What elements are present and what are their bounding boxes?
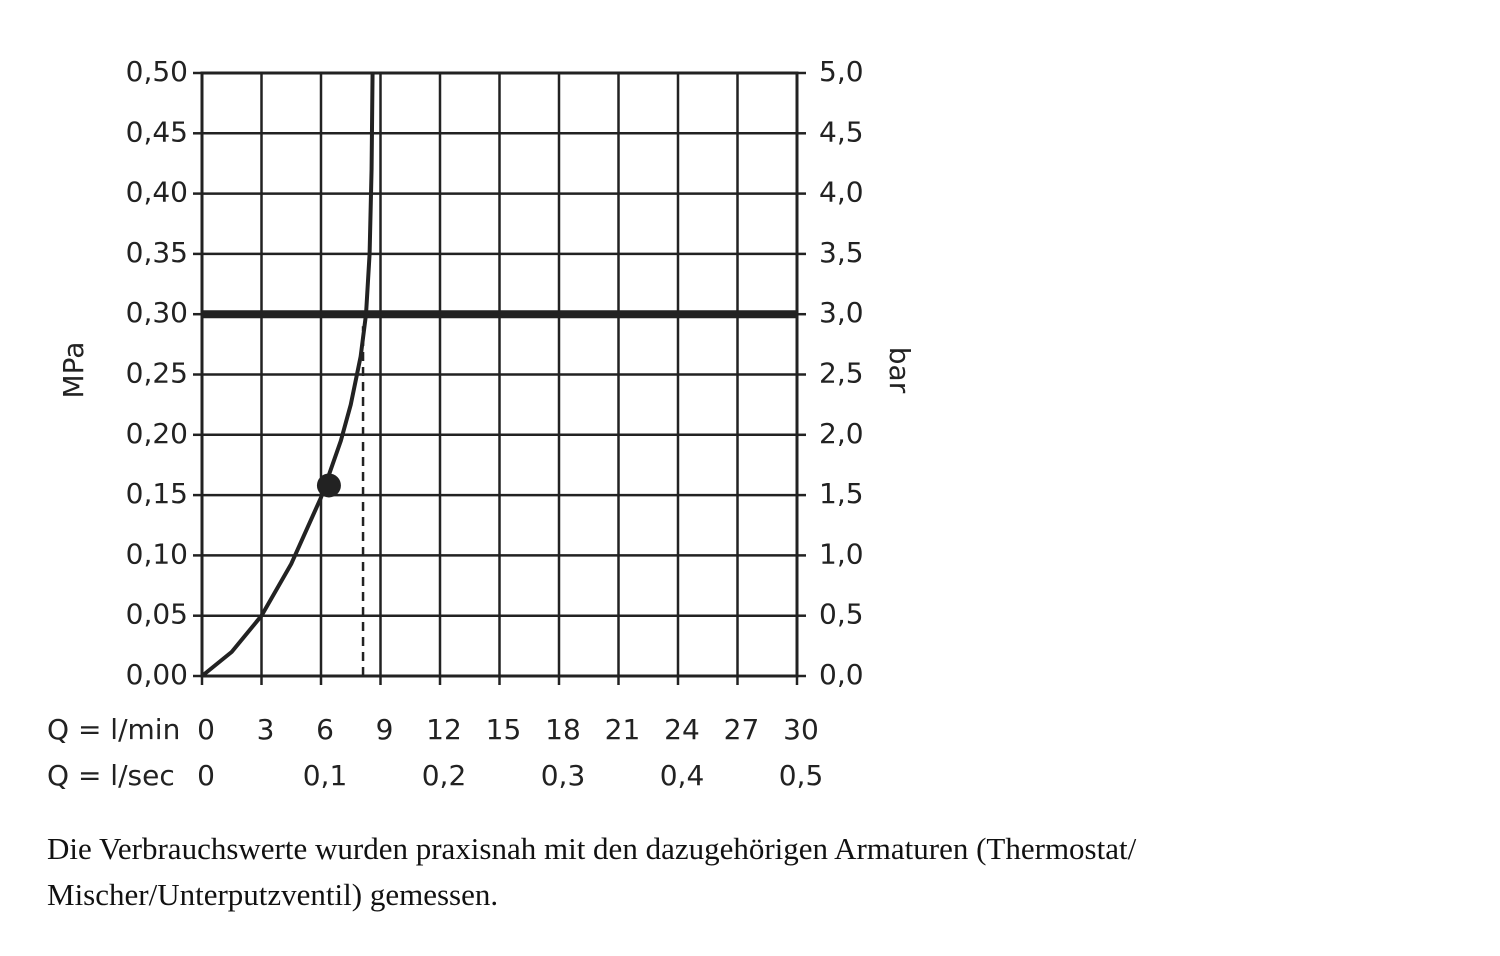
y-tick-label: 0,00 <box>126 658 188 691</box>
y-tick-label: 0,40 <box>126 176 188 209</box>
y2-tick-label: 3,0 <box>819 296 864 329</box>
y2-tick-label: 2,0 <box>819 417 864 450</box>
x-axis-label: Q = l/min <box>47 713 180 746</box>
y2-tick-label: 4,5 <box>819 115 864 148</box>
note-line: Die Verbrauchswerte wurden praxisnah mit… <box>47 831 1137 866</box>
y-tick-label: 0,50 <box>126 55 188 88</box>
y-tick-label: 0,05 <box>126 598 188 631</box>
plot-frame <box>200 71 799 678</box>
y-tick-label: 0,30 <box>126 296 188 329</box>
x-tick-label: 18 <box>545 713 581 746</box>
x-tick-label: 12 <box>426 713 462 746</box>
series-line <box>200 72 375 678</box>
y2-tick-label: 2,5 <box>819 357 864 390</box>
y-tick-label: 0,10 <box>126 537 188 570</box>
x-tick-label: 3 <box>257 713 275 746</box>
y2-tick-label: 4,0 <box>819 176 864 209</box>
y-tick-label: 0,45 <box>126 115 188 148</box>
x2-tick-label: 0,1 <box>303 759 348 792</box>
x-tick-label: 24 <box>664 713 700 746</box>
x-tick-label: 9 <box>376 713 394 746</box>
y2-axis-label: bar <box>883 347 916 394</box>
y2-tick-label: 1,5 <box>819 477 864 510</box>
x-tick-label: 6 <box>316 713 334 746</box>
x2-tick-label: 0,5 <box>779 759 824 792</box>
y-axis-label: MPa <box>57 342 90 399</box>
y2-tick-label: 1,0 <box>819 537 864 570</box>
y-tick-label: 0,15 <box>126 477 188 510</box>
x-tick-label: 15 <box>486 713 522 746</box>
x-tick-label: 27 <box>724 713 760 746</box>
y2-tick-label: 0,5 <box>819 598 864 631</box>
x-tick-label: 21 <box>605 713 641 746</box>
y2-tick-label: 5,0 <box>819 55 864 88</box>
y-tick-label: 0,20 <box>126 417 188 450</box>
y2-tick-label: 0,0 <box>819 658 864 691</box>
note-line: Mischer/Unterputzventil) gemessen. <box>47 877 498 912</box>
y-tick-label: 0,35 <box>126 236 188 269</box>
y-tick-label: 0,25 <box>126 357 188 390</box>
x2-tick-label: 0 <box>197 759 215 792</box>
x2-tick-label: 0,3 <box>541 759 586 792</box>
x2-tick-label: 0,2 <box>422 759 467 792</box>
x-tick-label: 0 <box>197 713 215 746</box>
x2-axis-label: Q = l/sec <box>47 759 175 792</box>
x2-tick-label: 0,4 <box>660 759 705 792</box>
marker <box>316 473 341 498</box>
y2-tick-label: 3,5 <box>819 236 864 269</box>
x-tick-label: 30 <box>783 713 819 746</box>
